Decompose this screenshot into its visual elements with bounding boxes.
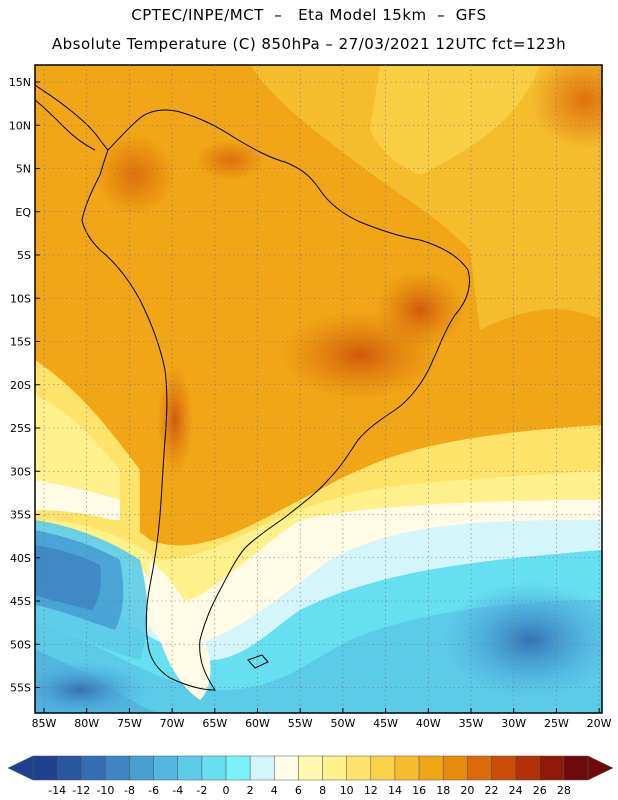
map-frame xyxy=(34,64,603,714)
colorbar-label: 0 xyxy=(223,784,230,797)
colorbar-swatch xyxy=(105,755,130,781)
longitude-label: 50W xyxy=(330,717,355,730)
colorbar-label: 6 xyxy=(295,784,302,797)
longitude-label: 60W xyxy=(245,717,270,730)
colorbar-swatch xyxy=(515,755,540,781)
colorbar: -14 -12 -10 -8 -6 -4 -2 0 2 4 6 8 10 12 14 16 18 20 22 24 26… xyxy=(7,755,614,797)
longitude-label: 85W xyxy=(32,717,57,730)
colorbar-label: 24 xyxy=(509,784,523,797)
south-america-coast xyxy=(81,109,470,691)
colorbar-label: 28 xyxy=(557,784,571,797)
longitude-label: 30W xyxy=(501,717,526,730)
colorbar-swatch xyxy=(56,755,82,781)
colorbar-swatch xyxy=(370,755,396,781)
falklands xyxy=(247,654,269,669)
colorbar-swatch xyxy=(129,755,154,781)
latitude-label: 35S xyxy=(10,509,31,522)
coastline-layer xyxy=(35,84,470,691)
colorbar-label: 10 xyxy=(340,784,354,797)
longitude-label: 40W xyxy=(416,717,441,730)
latitude-label: 5N xyxy=(16,163,31,176)
colorbar-swatch xyxy=(467,755,492,781)
colorbar-swatch xyxy=(249,755,275,781)
colorbar-label: -2 xyxy=(196,784,207,797)
colorbar-swatch xyxy=(225,755,251,781)
colorbar-swatch xyxy=(201,755,227,781)
colorbar-label: -12 xyxy=(72,784,90,797)
colorbar-swatch xyxy=(322,755,347,781)
colorbar-label: 22 xyxy=(484,784,498,797)
colorbar-swatch xyxy=(491,755,516,781)
colorbar-swatch xyxy=(539,755,565,781)
longitude-label: 55W xyxy=(288,717,313,730)
latitude-label: 50S xyxy=(10,638,31,651)
colorbar-label: 26 xyxy=(533,784,547,797)
colorbar-label: -8 xyxy=(124,784,135,797)
colorbar-swatch xyxy=(418,755,444,781)
latitude-label: 30S xyxy=(10,465,31,478)
colorbar-swatch xyxy=(32,755,58,781)
latitude-axis: 15N 10N 5N EQ 5S 10S 15S 20S 25S 30S 35S 40S 45S 50S 5… xyxy=(9,76,32,695)
longitude-label: 65W xyxy=(202,717,227,730)
colorbar-label: -14 xyxy=(48,784,66,797)
title-line-2: Absolute Temperature (C) 850hPa – 27/03/… xyxy=(51,35,567,53)
colorbar-swatch xyxy=(563,755,589,781)
central-america-coast xyxy=(35,84,109,151)
colorbar-swatch xyxy=(394,755,420,781)
longitude-label: 45W xyxy=(373,717,398,730)
latitude-label: 10N xyxy=(9,119,31,132)
latitude-label: 5S xyxy=(17,249,31,262)
latitude-label: EQ xyxy=(15,206,31,219)
colorbar-swatch xyxy=(346,755,372,781)
colorbar-low-arrow xyxy=(7,755,34,781)
colorbar-label: 2 xyxy=(247,784,254,797)
colorbar-label: 8 xyxy=(319,784,326,797)
latitude-label: 20S xyxy=(10,379,31,392)
longitude-label: 35W xyxy=(459,717,484,730)
colorbar-label: 12 xyxy=(364,784,378,797)
longitude-label: 75W xyxy=(117,717,142,730)
colorbar-swatch xyxy=(177,755,203,781)
colorbar-swatch xyxy=(442,755,468,781)
colorbar-label: -6 xyxy=(148,784,159,797)
longitude-label: 25W xyxy=(544,717,569,730)
latitude-label: 25S xyxy=(10,422,31,435)
latitude-label: 55S xyxy=(10,682,31,695)
graticule xyxy=(35,65,602,713)
latitude-label: 15N xyxy=(9,76,31,89)
longitude-label: 20W xyxy=(587,717,612,730)
colorbar-swatch xyxy=(81,755,106,781)
title-line-1: CPTEC/INPE/MCT – Eta Model 15km – GFS xyxy=(131,6,487,24)
latitude-label: 10S xyxy=(10,292,31,305)
latitude-label: 40S xyxy=(10,552,31,565)
longitude-axis: 85W 80W 75W 70W 65W 60W 55W 50W 45W 40W 35W 30W 25W 2… xyxy=(32,717,612,730)
latitude-label: 15S xyxy=(10,336,31,349)
colorbar-high-arrow xyxy=(587,755,614,781)
colorbar-label: 20 xyxy=(460,784,474,797)
colorbar-swatch xyxy=(298,755,323,781)
colorbar-label: -4 xyxy=(172,784,183,797)
colorbar-swatch xyxy=(274,755,299,781)
colorbar-label: 14 xyxy=(388,784,402,797)
colorbar-swatch xyxy=(153,755,179,781)
colorbar-label: 16 xyxy=(412,784,426,797)
latitude-label: 45S xyxy=(10,595,31,608)
longitude-label: 70W xyxy=(160,717,185,730)
colorbar-label: 18 xyxy=(436,784,450,797)
longitude-label: 80W xyxy=(74,717,99,730)
colorbar-label: -10 xyxy=(96,784,114,797)
colorbar-label: 4 xyxy=(271,784,278,797)
